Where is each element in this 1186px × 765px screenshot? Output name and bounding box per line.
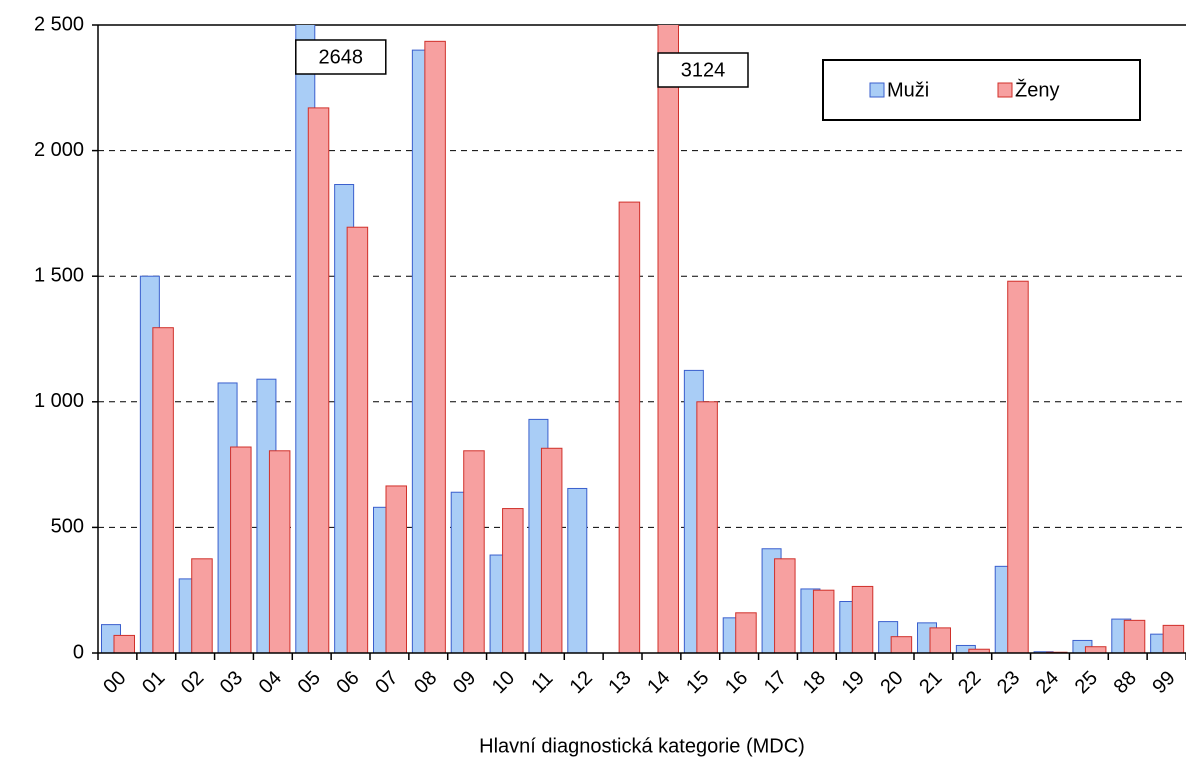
bar <box>1084 646 1107 653</box>
bar <box>152 327 174 653</box>
x-axis-title: Hlavní diagnostická kategorie (MDC) <box>479 735 805 757</box>
y-tick-label: 2 000 <box>34 139 84 161</box>
bar <box>774 558 796 653</box>
x-tick-label: 06 <box>332 667 363 698</box>
bar <box>890 636 913 653</box>
bar <box>1162 624 1185 653</box>
grid: 0 500 1 000 1 500 2 000 2 500 <box>34 13 1186 663</box>
bar <box>191 558 213 653</box>
y-tick-label: 1 000 <box>34 390 84 412</box>
bar <box>696 401 718 653</box>
x-tick-label: 01 <box>138 667 169 698</box>
bar <box>230 446 252 653</box>
x-tick-label: 00 <box>99 667 130 698</box>
value-label: 2648 <box>319 46 364 68</box>
bar <box>463 450 485 653</box>
value-label: 3124 <box>681 59 726 81</box>
bar <box>812 589 835 653</box>
bar <box>346 226 369 653</box>
y-tick-label: 0 <box>73 641 84 663</box>
x-tick-label: 25 <box>1071 667 1102 698</box>
x-tick-label: 21 <box>915 667 946 698</box>
x-tick-label: 20 <box>876 667 907 698</box>
legend-swatch <box>869 82 885 98</box>
bar <box>657 25 679 653</box>
bar <box>424 40 446 653</box>
legend-label: Ženy <box>1015 78 1059 101</box>
y-tick-label: 2 500 <box>34 13 84 35</box>
bar <box>1123 619 1146 653</box>
x-tick-label: 23 <box>993 667 1024 698</box>
y-tick-label: 500 <box>51 516 84 538</box>
x-tick-label: 10 <box>488 667 519 698</box>
bar <box>502 508 524 653</box>
bar <box>618 201 641 653</box>
y-tick-label: 1 500 <box>34 264 84 286</box>
x-tick-label: 15 <box>682 667 713 698</box>
x-tick-label: 18 <box>799 667 830 698</box>
legend-swatch <box>997 82 1013 98</box>
x-tick-label: 07 <box>371 667 402 698</box>
x-tick-label: 03 <box>216 667 247 698</box>
x-tick-label: 22 <box>954 667 985 698</box>
x-tick-label: 04 <box>255 667 286 698</box>
x-tick-label: 24 <box>1032 667 1063 698</box>
x-tick-label: 11 <box>527 667 557 697</box>
bar <box>540 447 563 653</box>
bar <box>113 634 135 653</box>
bar <box>851 585 874 653</box>
x-tick-label: 88 <box>1110 667 1141 698</box>
x-tick-label: 02 <box>177 667 208 698</box>
value-label-box <box>657 52 749 88</box>
x-tick-label: 99 <box>1148 667 1179 698</box>
bar <box>1007 280 1029 653</box>
x-tick-label: 09 <box>449 667 480 698</box>
bar <box>735 612 757 653</box>
x-tick-label: 16 <box>721 667 752 698</box>
bar <box>307 107 330 653</box>
x-tick-label: 14 <box>643 667 674 698</box>
x-tick-label: 19 <box>838 667 869 698</box>
x-tick-label: 13 <box>604 667 635 698</box>
value-label-box <box>295 39 387 75</box>
x-tick-label: 08 <box>410 667 441 698</box>
bar <box>567 487 588 653</box>
bar <box>929 627 951 653</box>
x-tick-label: 17 <box>760 667 791 698</box>
x-tick-label: 05 <box>294 667 325 698</box>
x-tick-label: 12 <box>566 667 597 698</box>
bar <box>268 450 291 653</box>
bar <box>385 485 407 653</box>
legend-label: Muži <box>887 79 929 101</box>
